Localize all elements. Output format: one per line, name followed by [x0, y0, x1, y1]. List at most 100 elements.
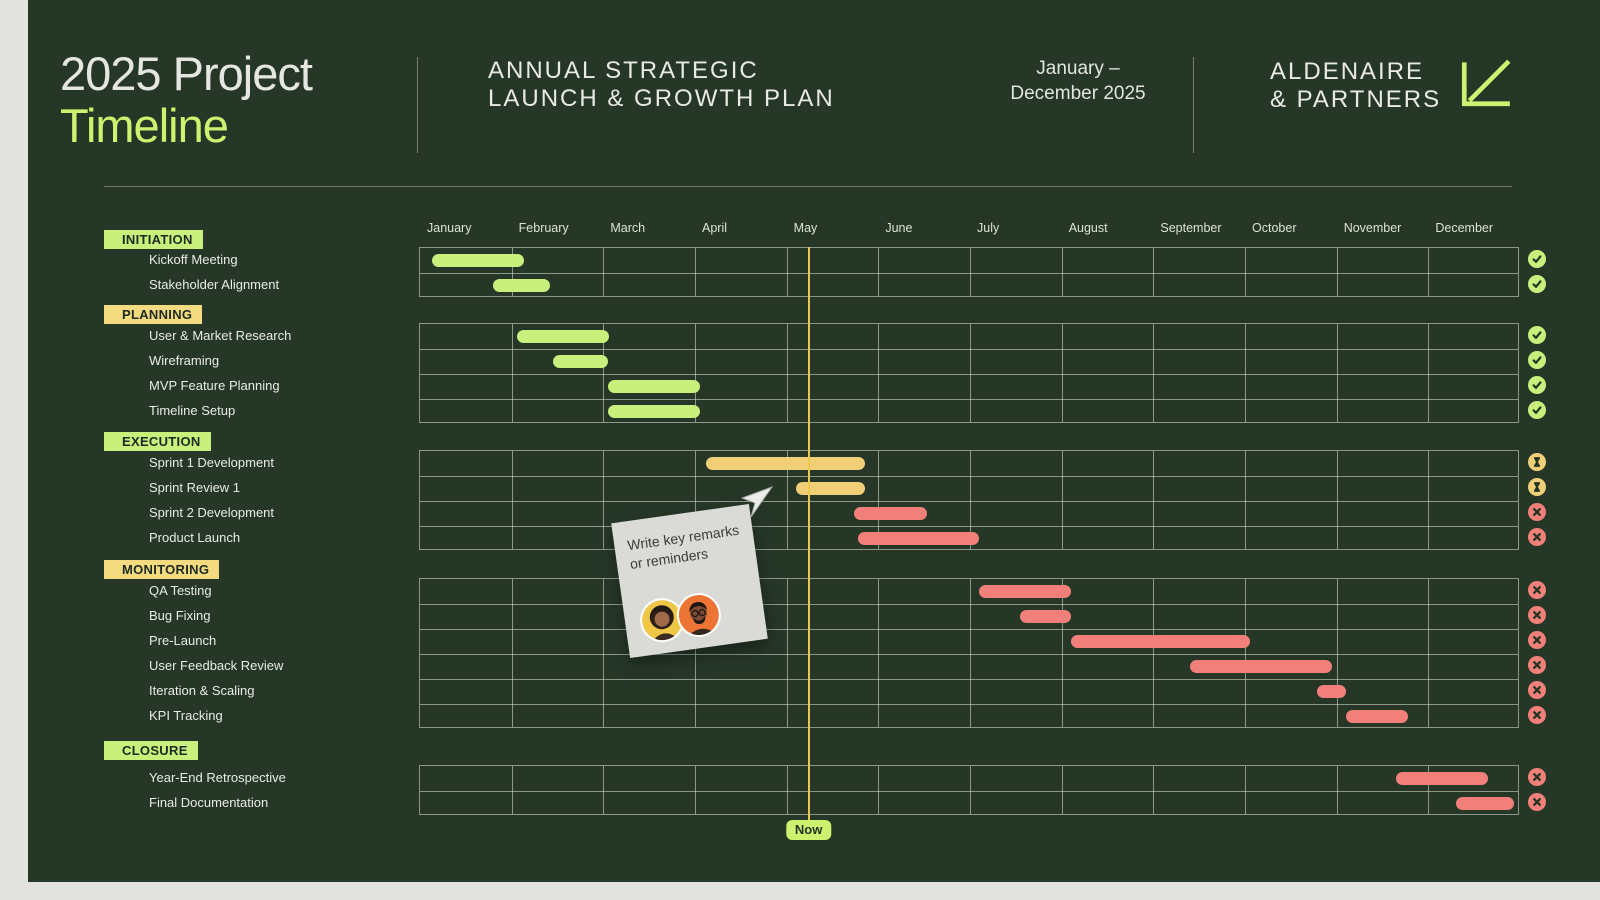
gantt-bar[interactable] [1316, 685, 1346, 698]
grid-line [1245, 324, 1247, 422]
now-line [807, 247, 810, 820]
gantt-bar[interactable] [607, 405, 700, 418]
gantt-bar[interactable] [607, 380, 700, 393]
grid-line [786, 248, 788, 296]
grid-line [420, 526, 1518, 527]
grid-line [878, 451, 880, 549]
gantt-bar[interactable] [858, 532, 980, 545]
gantt-bar[interactable] [1455, 797, 1514, 810]
grid-line [603, 248, 605, 296]
grid-line [1153, 451, 1155, 549]
task-label: User Feedback Review [149, 658, 284, 673]
month-label: April [702, 221, 728, 235]
section-chip: INITIATION [104, 230, 203, 249]
task-label: Sprint 1 Development [149, 455, 275, 470]
gantt-bar[interactable] [1190, 660, 1333, 673]
task-label: Iteration & Scaling [149, 683, 255, 698]
gantt-section-grid [419, 765, 1519, 815]
design-canvas: 2025 Project Timeline ANNUAL STRATEGIC L… [28, 0, 1600, 882]
check-icon [1528, 376, 1546, 394]
grid-line [1336, 451, 1338, 549]
check-icon [1528, 250, 1546, 268]
task-label: Bug Fixing [149, 608, 211, 623]
sticky-note[interactable]: Write key remarks or reminders [611, 503, 768, 659]
grid-line [878, 579, 880, 727]
task-label: Kickoff Meeting [149, 252, 238, 267]
gantt-chart: January February March April May June July Augu… [28, 0, 1600, 882]
month-label: May [793, 221, 818, 235]
editor-margin-left [0, 0, 28, 900]
page-title-line2: Timeline [60, 99, 229, 152]
x-icon [1528, 581, 1546, 599]
grid-line [1245, 766, 1247, 814]
section-chip: MONITORING [104, 560, 220, 579]
page-title-line1: 2025 Project [60, 47, 313, 100]
grid-line [511, 579, 513, 727]
grid-line [1245, 451, 1247, 549]
x-icon [1528, 793, 1546, 811]
check-icon [1528, 401, 1546, 419]
gantt-bar[interactable] [795, 482, 865, 495]
task-label: Year-End Retrospective [149, 770, 286, 785]
month-label: January [427, 221, 472, 235]
grid-line [878, 324, 880, 422]
grid-line [1428, 579, 1430, 727]
grid-line [1153, 766, 1155, 814]
grid-line [1061, 579, 1063, 727]
now-badge[interactable]: Now [785, 820, 832, 840]
task-label: Sprint 2 Development [149, 505, 275, 520]
grid-line [786, 579, 788, 727]
gantt-bar[interactable] [493, 279, 551, 292]
gantt-bar[interactable] [853, 507, 927, 520]
grid-line [1245, 248, 1247, 296]
grid-line [1061, 451, 1063, 549]
grid-line [878, 248, 880, 296]
x-icon [1528, 706, 1546, 724]
task-label: Sprint Review 1 [149, 480, 241, 495]
grid-line [1336, 766, 1338, 814]
month-label: March [610, 221, 646, 235]
gantt-bar[interactable] [1070, 635, 1250, 648]
gantt-bar[interactable] [431, 254, 524, 267]
x-icon [1528, 681, 1546, 699]
section-chip: EXECUTION [104, 432, 211, 451]
gantt-section-grid [419, 323, 1519, 423]
header-rule [104, 186, 1512, 187]
task-label: Product Launch [149, 530, 241, 545]
grid-line [603, 451, 605, 549]
grid-line [1061, 324, 1063, 422]
grid-line [1153, 579, 1155, 727]
grid-line [1153, 248, 1155, 296]
grid-line [970, 579, 972, 727]
grid-line [1428, 324, 1430, 422]
month-label: July [977, 221, 1000, 235]
date-range: January – December 2025 [1010, 58, 1146, 104]
gantt-bar[interactable] [1396, 772, 1488, 785]
grid-line [970, 324, 972, 422]
grid-line [695, 248, 696, 296]
gantt-bar[interactable] [706, 457, 865, 470]
grid-line [511, 324, 513, 422]
arrow-corner-logo-icon [1461, 59, 1511, 107]
gantt-bar[interactable] [1020, 610, 1071, 623]
gantt-bar[interactable] [1345, 710, 1409, 723]
month-label: September [1160, 221, 1222, 235]
grid-line [970, 766, 972, 814]
editor-margin-bottom [0, 882, 1600, 900]
task-label: MVP Feature Planning [149, 378, 280, 393]
grid-line [420, 791, 1518, 792]
grid-line [1336, 579, 1338, 727]
gantt-bar[interactable] [979, 585, 1071, 598]
gantt-bar[interactable] [552, 355, 608, 368]
x-icon [1528, 631, 1546, 649]
grid-line [511, 766, 513, 814]
month-label: February [518, 221, 569, 235]
grid-line [420, 654, 1518, 655]
task-label: Pre-Launch [149, 633, 217, 648]
grid-line [420, 349, 1518, 350]
gantt-bar[interactable] [517, 330, 609, 343]
grid-line [420, 704, 1518, 705]
plan-subtitle: ANNUAL STRATEGIC LAUNCH & GROWTH PLAN [488, 57, 835, 112]
gantt-section-grid [419, 578, 1519, 728]
x-icon [1528, 768, 1546, 786]
